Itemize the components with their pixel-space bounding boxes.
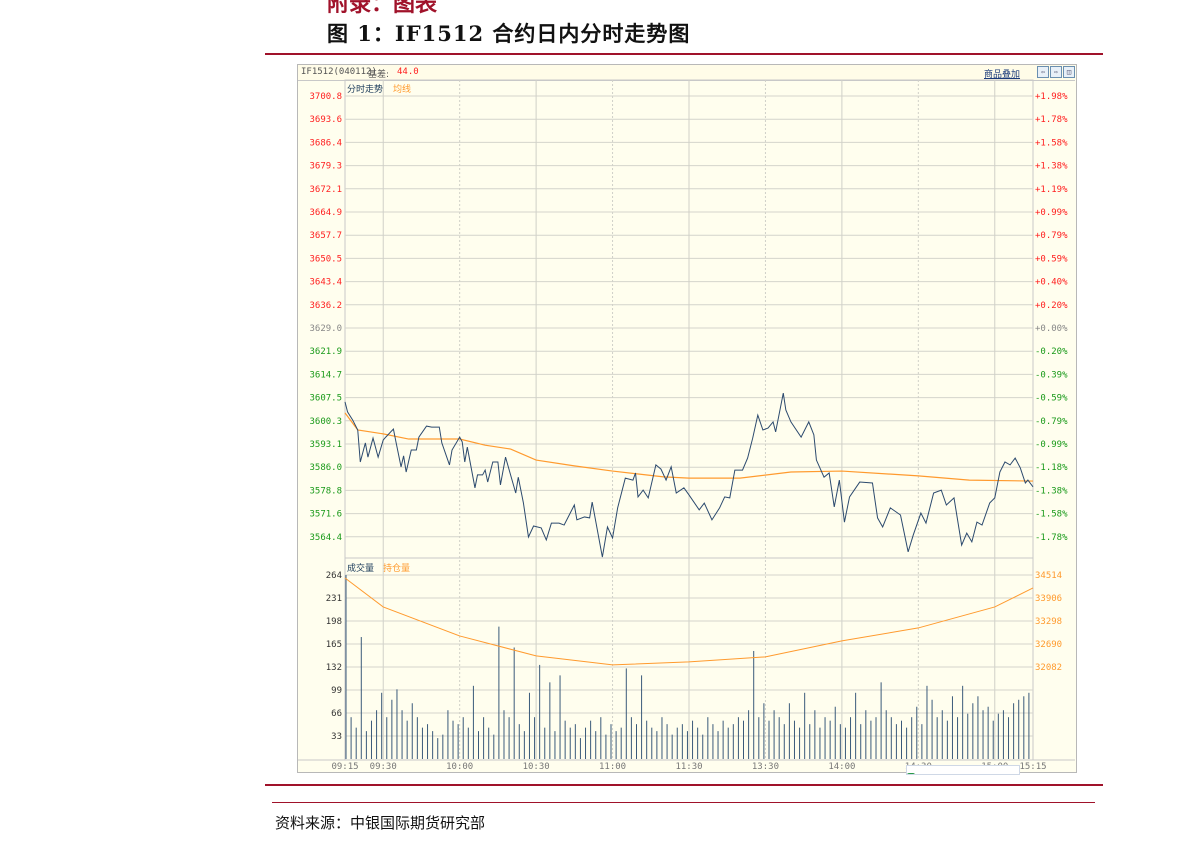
volume-tick-label: 132 <box>326 663 342 673</box>
price-tick-label: 3593.1 <box>309 440 342 450</box>
price-tick-label: 3650.5 <box>309 254 342 264</box>
price-tick-label: 3686.4 <box>309 138 342 148</box>
price-line <box>344 393 1034 558</box>
volume-tick-label: 165 <box>326 640 342 650</box>
percent-tick-label: -1.78% <box>1035 533 1068 543</box>
price-tick-label: 3693.6 <box>309 115 342 125</box>
percent-tick-label: +0.00% <box>1035 324 1068 334</box>
price-tick-label: 3586.0 <box>309 463 342 473</box>
price-tick-label: 3664.9 <box>309 208 342 218</box>
title-divider <box>265 53 1103 55</box>
price-tick-label: 3607.5 <box>309 394 342 404</box>
overlay-link[interactable]: 商品叠加 <box>984 70 1021 80</box>
app-icon <box>907 773 915 774</box>
price-tick-label: 3672.1 <box>309 185 342 195</box>
percent-tick-label: -0.99% <box>1035 440 1068 450</box>
percent-tick-label: +1.98% <box>1035 92 1068 102</box>
price-tick-label: 3629.0 <box>309 324 342 334</box>
percent-tick-label: +0.79% <box>1035 231 1068 241</box>
price-tick-label: 3636.2 <box>309 301 342 311</box>
time-tick-label: 13:30 <box>752 762 779 772</box>
percent-tick-label: -0.79% <box>1035 417 1068 427</box>
time-tick-label: 10:00 <box>446 762 473 772</box>
percent-tick-label: +1.78% <box>1035 115 1068 125</box>
figure-title: 图 1：IF1512 合约日内分时走势图 <box>327 21 691 46</box>
percent-tick-label: +0.40% <box>1035 278 1068 288</box>
volume-tick-label: 231 <box>326 594 342 604</box>
average-price-line <box>344 412 1034 482</box>
price-tick-label: 3643.4 <box>309 278 342 288</box>
arrow-right-icon[interactable]: ⇨ <box>1050 66 1062 78</box>
percent-tick-label: +1.58% <box>1035 138 1068 148</box>
percent-tick-label: +0.99% <box>1035 208 1068 218</box>
legend-average: 均线 <box>393 85 412 95</box>
percent-tick-label: -0.20% <box>1035 347 1068 357</box>
volume-tick-label: 264 <box>326 571 342 581</box>
percent-tick-label: +0.59% <box>1035 254 1068 264</box>
price-tick-label: 3700.8 <box>309 92 342 102</box>
volume-tick-label: 99 <box>331 686 342 696</box>
open-interest-tick-label: 34514 <box>1035 571 1062 581</box>
open-interest-tick-label: 32082 <box>1035 663 1062 673</box>
time-tick-label: 14:00 <box>828 762 855 772</box>
volume-tick-label: 66 <box>331 709 342 719</box>
chart-window <box>297 64 1077 773</box>
percent-tick-label: -1.38% <box>1035 486 1068 496</box>
price-tick-label: 3657.7 <box>309 231 342 241</box>
percent-tick-label: +0.20% <box>1035 301 1068 311</box>
percent-tick-label: +1.38% <box>1035 162 1068 172</box>
legend-volume: 成交量 <box>347 564 375 574</box>
price-tick-label: 3614.7 <box>309 370 342 380</box>
open-interest-tick-label: 33906 <box>1035 594 1062 604</box>
contract-code: IF1512(040112) <box>301 67 377 77</box>
volume-tick-label: 198 <box>326 617 342 627</box>
basis-value: 44.0 <box>397 67 419 77</box>
percent-tick-label: +1.19% <box>1035 185 1068 195</box>
open-interest-line <box>344 577 1034 666</box>
legend-open-interest: 持仓量 <box>383 564 411 574</box>
time-tick-label: 09:30 <box>370 762 397 772</box>
source-divider <box>272 802 1095 803</box>
open-interest-tick-label: 33298 <box>1035 617 1062 627</box>
price-tick-label: 3578.8 <box>309 486 342 496</box>
percent-tick-label: -1.18% <box>1035 463 1068 473</box>
basis-label: 基差: <box>368 70 390 80</box>
price-tick-label: 3600.3 <box>309 417 342 427</box>
time-tick-label: 10:30 <box>523 762 550 772</box>
legend-price: 分时走势 <box>347 85 384 95</box>
open-interest-tick-label: 32690 <box>1035 640 1062 650</box>
price-tick-label: 3564.4 <box>309 533 342 543</box>
bottom-divider <box>265 784 1103 786</box>
percent-tick-label: -0.59% <box>1035 394 1068 404</box>
time-tick-label: 11:00 <box>599 762 626 772</box>
percent-tick-label: -1.58% <box>1035 510 1068 520</box>
volume-tick-label: 33 <box>331 732 342 742</box>
floating-toolbar[interactable] <box>906 765 1020 775</box>
time-tick-label: 11:30 <box>675 762 702 772</box>
source-note: 资料来源：中银国际期货研究部 <box>275 814 486 832</box>
percent-tick-label: -0.39% <box>1035 370 1068 380</box>
price-tick-label: 3679.3 <box>309 162 342 172</box>
price-tick-label: 3621.9 <box>309 347 342 357</box>
section-heading-cut: 附录：图表 <box>327 0 438 17</box>
time-tick-label: 15:15 <box>1019 762 1046 772</box>
arrow-left-icon[interactable]: ⇦ <box>1037 66 1049 78</box>
time-tick-label: 09:15 <box>331 762 358 772</box>
split-icon[interactable]: ◫ <box>1063 66 1075 78</box>
price-tick-label: 3571.6 <box>309 510 342 520</box>
